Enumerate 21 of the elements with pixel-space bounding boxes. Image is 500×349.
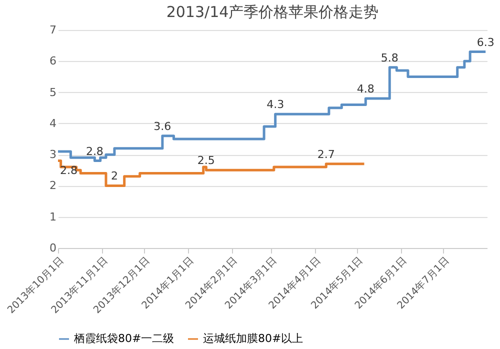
annotation: 2.8 (60, 164, 78, 177)
legend-label: 栖霞纸袋80#一二级 (73, 332, 174, 345)
annotation: 5.8 (380, 51, 398, 64)
annotation: 2.8 (86, 144, 104, 158)
annotation: 4.3 (266, 98, 284, 112)
y-tick-label: 1 (50, 210, 56, 224)
annotation: 2.7 (317, 148, 335, 161)
annotation: 6.3 (476, 36, 494, 49)
y-tick-label: 3 (50, 148, 56, 162)
legend-label: 运城纸加膜80#以上 (203, 332, 304, 345)
annotation: 2.5 (197, 154, 215, 168)
y-tick-label: 7 (50, 24, 56, 36)
y-tick-label: 6 (50, 54, 56, 68)
y-tick-label: 4 (50, 116, 56, 130)
y-tick-label: 5 (50, 86, 56, 99)
annotation: 4.8 (356, 82, 374, 96)
annotation: 2 (110, 170, 118, 183)
chart-title: 2013/14产季价格苹果价格走势 (166, 3, 379, 21)
annotation: 3.6 (154, 120, 172, 133)
y-tick-label: 2 (50, 179, 56, 192)
y-tick-label: 0 (50, 242, 56, 254)
